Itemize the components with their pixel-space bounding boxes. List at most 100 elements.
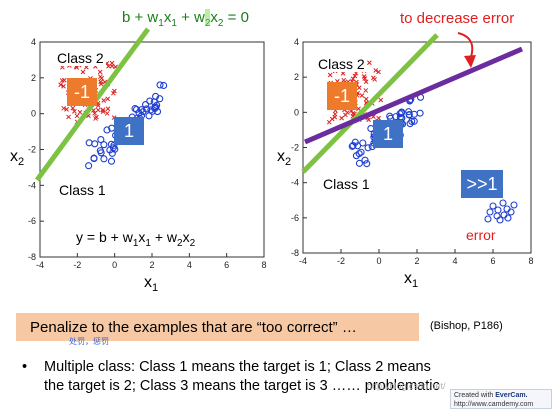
left-class1-point [90,155,98,163]
left-class2-point [100,109,106,114]
right-xtick-label: 4 [452,256,457,266]
right-class1-point [357,148,365,156]
right-cross-stroke [363,79,369,85]
left-ytick-label: 2 [31,73,36,83]
bullet-line-2: the target is 2; Class 3 means the targe… [44,378,440,394]
right-xlabel: x1 [404,270,419,291]
evercam-badge: Created with EverCam. http://www.camdemy… [450,389,552,409]
left-class2-point [104,111,110,116]
left-cross-stroke [86,113,91,119]
model-equation: y = b + w1x1 + w2x2 [76,229,196,249]
right-badge-one: 1 [373,120,403,148]
right-xtick-label: 8 [528,256,533,266]
right-cross-stroke [363,96,369,102]
left-cross-stroke [58,82,63,88]
right-class1-point [355,159,363,167]
right-cross-stroke [343,112,348,118]
right-cross-stroke [359,93,365,98]
left-class2-point [61,77,67,83]
green-decision-line-right [301,33,439,174]
right-cross-stroke [361,74,367,79]
right-cross-stroke [341,77,347,83]
left-class2-point [100,107,106,113]
right-class2-point [363,79,369,85]
left-class1-point [156,95,164,103]
right-outlier-class1-point [510,201,518,209]
right-class2-point [332,111,338,117]
right-class2-point [363,96,369,102]
left-class2-point [92,110,98,116]
left-badge-neg-one: -1 [67,78,97,106]
left-cross-stroke [80,69,86,75]
right-outlier-class1-point [493,212,501,220]
left-xlabel: x1 [144,274,159,295]
left-cross-stroke [61,77,67,83]
left-class1-point [131,104,139,113]
left-cross-stroke [98,81,104,87]
left-class1-point [146,97,154,105]
left-class2-point [97,69,103,75]
right-outlier-class1-point [489,202,497,210]
bullet-line-1: Multiple class: Class 1 means the target… [44,359,431,375]
left-class1-point [103,126,111,134]
left-class2-point [95,107,101,113]
left-class1-point [160,81,168,90]
left-class2-point [66,114,71,120]
left-class2-point [98,79,103,85]
right-class1-point [416,109,424,117]
left-class2-point [97,74,103,80]
right-cross-stroke [378,97,384,103]
right-cross-stroke [363,88,369,93]
left-class2-point [64,107,69,112]
penalize-banner: Penalize to the examples that are “too c… [16,313,419,341]
left-class2-point [70,105,76,111]
right-class2-point [373,68,379,73]
left-xtick-label: 0 [112,260,117,270]
left-xtick-label: -2 [73,260,81,270]
left-xtick-label: 8 [261,260,266,270]
left-class2-point [80,69,86,75]
right-badge-neg-one: -1 [327,82,357,110]
left-cross-stroke [102,79,108,85]
left-cross-stroke [92,110,98,116]
left-cross-stroke [66,114,71,120]
right-class1-label: Class 1 [321,176,372,192]
left-class1-point [139,108,147,116]
decision-boundary-equation: b + w1x1 + w2x2 = 0 [122,9,249,29]
right-class1-point [363,160,371,168]
left-cross-stroke [72,109,77,114]
left-class1-point [110,141,118,149]
right-class2-point [366,117,371,123]
right-cross-stroke [376,69,381,75]
right-cross-stroke [367,60,372,66]
left-cross-stroke [93,116,98,121]
left-class1-point [85,162,93,170]
error-label: error [466,227,496,243]
right-class2-point [352,73,358,79]
watermark: http://blog.csdn.net/ [367,381,446,391]
right-ytick-label: 4 [294,37,299,47]
right-class2-point [362,76,368,81]
left-class2-point [112,88,117,94]
right-class1-point [408,117,416,125]
right-ytick-label: -6 [291,213,299,223]
right-class1-point [352,152,360,160]
left-cross-stroke [104,111,110,116]
right-ytick-label: -8 [291,248,299,258]
right-badge-much-greater: >>1 [461,170,503,198]
right-class1-point [364,144,372,152]
right-cross-stroke [376,115,381,121]
right-xtick-label: 0 [376,256,381,266]
right-class2-point [371,75,376,81]
right-class2-point [340,71,346,76]
right-cross-stroke [339,115,344,121]
left-class2-point [61,105,67,111]
right-class2-point [326,119,332,125]
right-xtick-label: 2 [414,256,419,266]
left-ytick-label: -2 [28,145,36,155]
left-class1-point [100,155,108,163]
right-xtick-label: 6 [490,256,495,266]
right-plot-canvas: 420-2-4-6-8-4 -2 0 2 4 6 8 [291,32,534,266]
right-cross-stroke [356,106,361,112]
left-class2-point [72,109,77,114]
